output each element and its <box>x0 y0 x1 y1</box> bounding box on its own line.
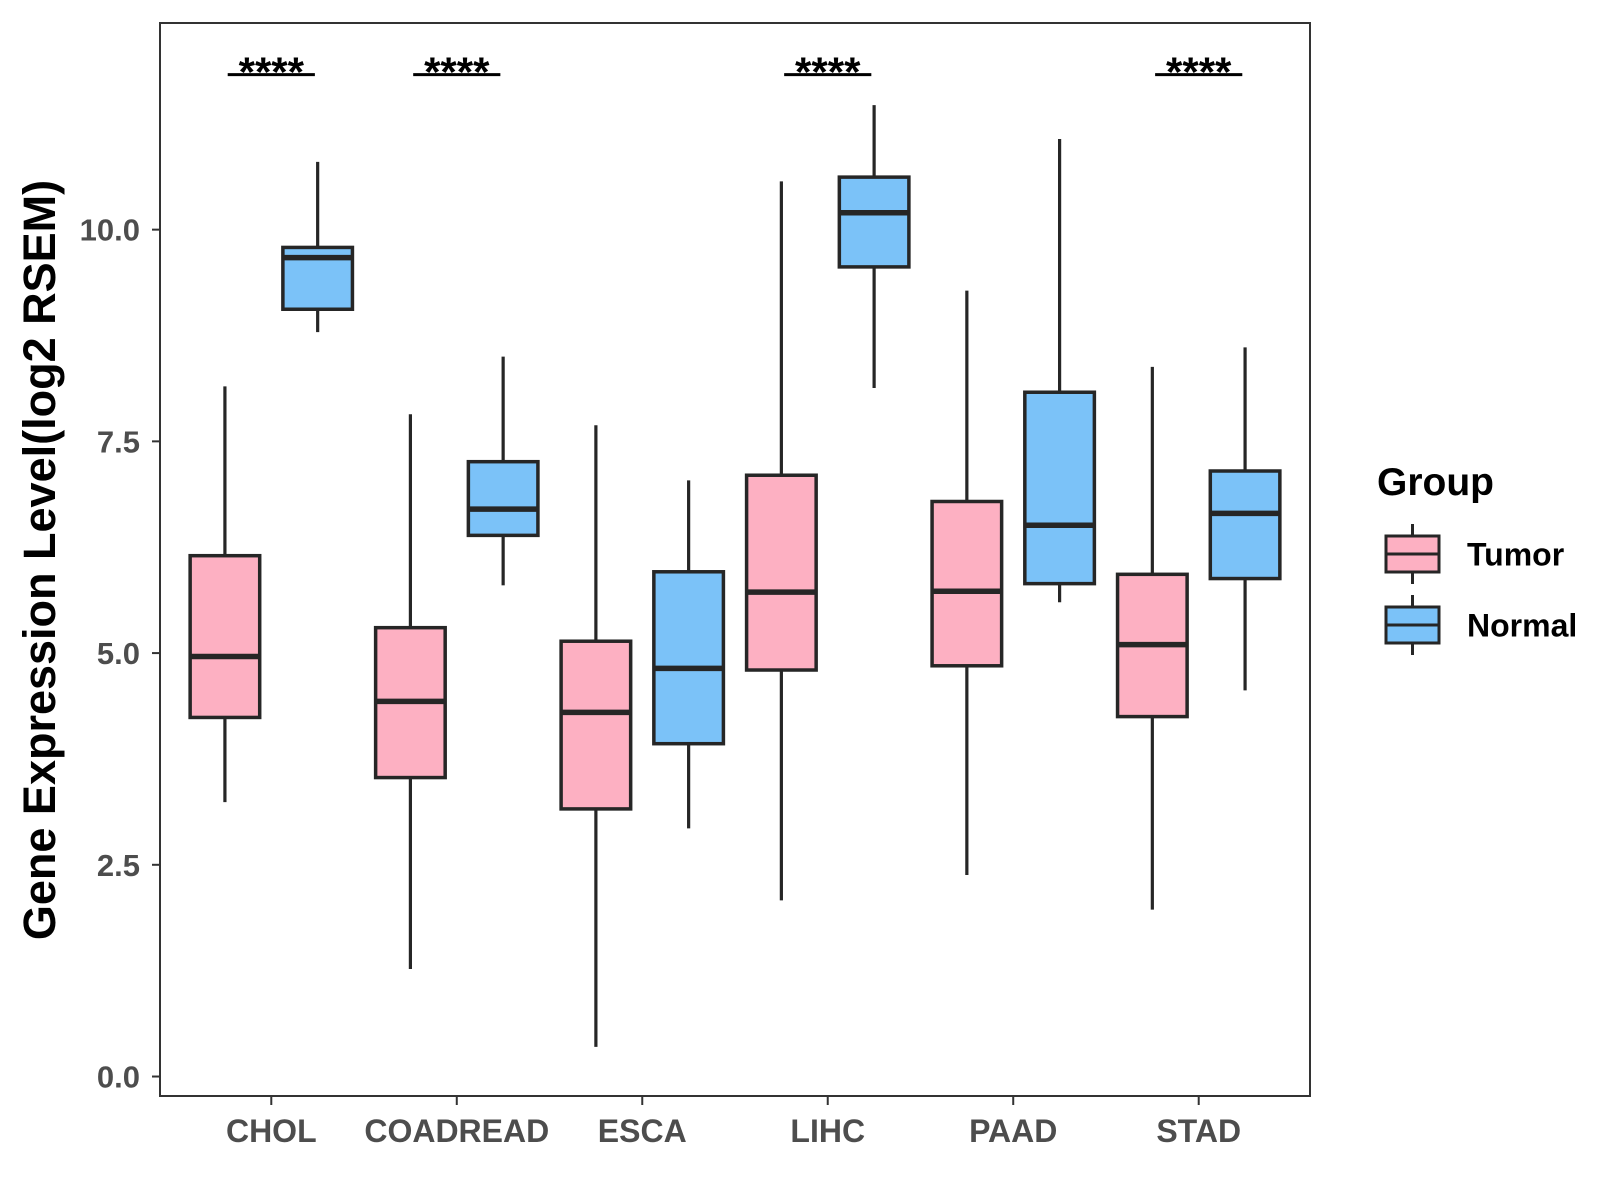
box-group-normal-chol <box>281 161 355 333</box>
box-group-tumor-esca <box>559 425 633 1047</box>
box-group-normal-esca <box>652 480 726 829</box>
legend: Group Tumor Normal <box>1377 461 1577 655</box>
box-normal-paad <box>1023 390 1097 586</box>
y-tick-label: 7.5 <box>97 424 140 459</box>
box-group-tumor-lihc <box>744 181 818 901</box>
legend-item-tumor: Tumor <box>1384 524 1564 584</box>
significance-label-stad: **** <box>1166 49 1232 96</box>
box-group-tumor-paad <box>930 290 1004 875</box>
y-tick-label: 10.0 <box>80 213 140 248</box>
box-normal-lihc <box>837 175 911 269</box>
x-axis: CHOL COADREAD ESCA LIHC PAAD STAD <box>226 1096 1241 1149</box>
y-axis-title: Gene Expression Level(log2 RSEM) <box>14 180 65 940</box>
legend-label-normal: Normal <box>1467 608 1577 644</box>
plot-panel-border <box>159 22 1311 1097</box>
box-tumor-chol <box>188 553 262 720</box>
x-tick-label-esca: ESCA <box>598 1113 687 1149</box>
y-tick-label: 0.0 <box>97 1060 140 1095</box>
box-series <box>188 105 1282 1047</box>
legend-keys: Tumor Normal <box>1384 524 1577 655</box>
box-normal-esca <box>652 570 726 746</box>
y-tick-label: 5.0 <box>97 636 140 671</box>
significance-label-chol: **** <box>239 49 305 96</box>
x-tick-label-chol: CHOL <box>226 1113 317 1149</box>
x-tick-label-paad: PAAD <box>969 1113 1057 1149</box>
box-tumor-paad <box>930 499 1004 668</box>
y-axis: 0.0 2.5 5.0 7.5 10.0 <box>80 213 160 1095</box>
box-tumor-lihc <box>744 473 818 672</box>
box-normal-coadread <box>466 459 540 538</box>
box-group-tumor-chol <box>188 386 262 803</box>
box-group-tumor-stad <box>1115 366 1189 910</box>
x-tick-label-lihc: LIHC <box>790 1113 865 1149</box>
box-group-tumor-coadread <box>373 414 447 969</box>
legend-label-tumor: Tumor <box>1467 537 1564 573</box>
significance-annotations: **** **** **** **** <box>227 49 1243 96</box>
box-normal-stad <box>1208 469 1282 581</box>
x-tick-label-coadread: COADREAD <box>364 1113 549 1149</box>
legend-title: Group <box>1377 461 1494 504</box>
significance-label-coadread: **** <box>424 49 490 96</box>
legend-item-normal: Normal <box>1384 595 1577 655</box>
x-tick-label-stad: STAD <box>1156 1113 1241 1149</box>
box-tumor-esca <box>559 639 633 811</box>
box-group-normal-stad <box>1208 347 1282 691</box>
box-group-normal-paad <box>1023 139 1097 603</box>
box-group-normal-coadread <box>466 356 540 586</box>
y-tick-label: 2.5 <box>97 848 140 883</box>
box-group-normal-lihc <box>837 105 911 389</box>
significance-label-lihc: **** <box>795 49 861 96</box>
